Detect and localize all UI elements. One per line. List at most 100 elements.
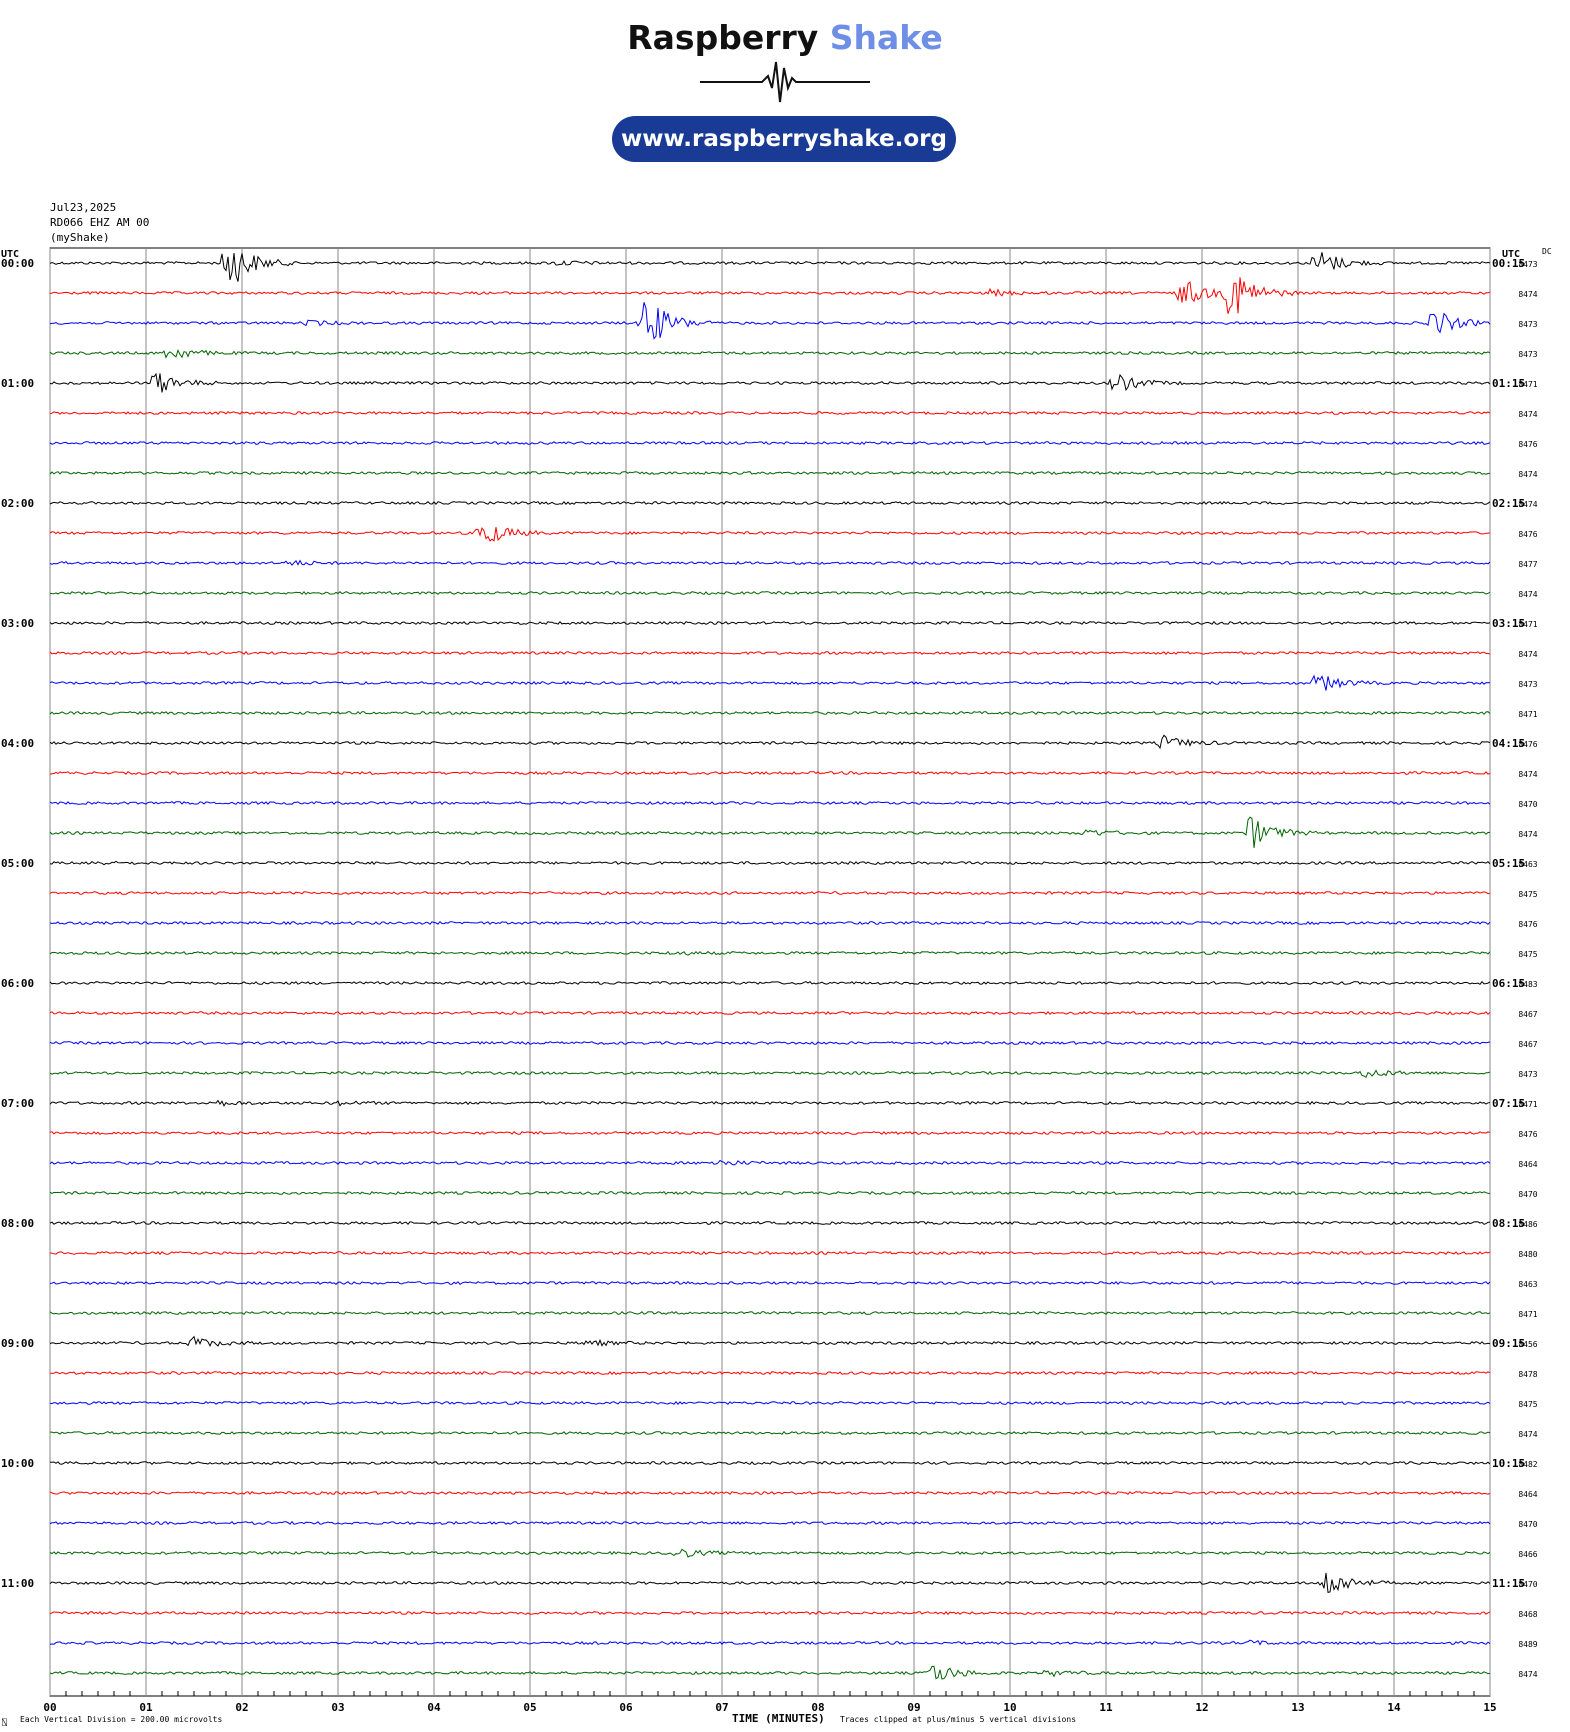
footer-clip-note: Traces clipped at plus/minus 5 vertical …: [840, 1715, 1076, 1724]
dc-offset-label-3: 8473: [1518, 350, 1537, 359]
right-time-label-07:15: 07:15: [1492, 1097, 1525, 1110]
dc-offset-label-42: 8470: [1518, 1520, 1537, 1529]
station-name: (myShake): [50, 231, 110, 244]
trace-row-1: [49, 277, 1491, 314]
trace-row-47: [49, 1665, 1491, 1680]
right-time-label-05:15: 05:15: [1492, 857, 1525, 870]
left-time-label-04:00: 04:00: [1, 737, 34, 750]
dc-offset-label-27: 8473: [1518, 1070, 1537, 1079]
right-time-label-00:15: 00:15: [1492, 257, 1525, 270]
dc-offset-label-14: 8473: [1518, 680, 1537, 689]
dc-offset-label-30: 8464: [1518, 1160, 1537, 1169]
trace-row-10: [49, 559, 1491, 566]
dc-offset-label-10: 8477: [1518, 560, 1537, 569]
trace-row-13: [49, 650, 1491, 656]
website-url-badge[interactable]: www.raspberryshake.org: [612, 116, 956, 162]
dc-offset-label-32: 8486: [1518, 1220, 1537, 1229]
dc-offset-label-20: 8463: [1518, 860, 1537, 869]
dc-offset-label-4: 8471: [1518, 380, 1537, 389]
dc-offset-label-37: 8478: [1518, 1370, 1537, 1379]
dc-offset-label-41: 8464: [1518, 1490, 1537, 1499]
x-tick-label-02: 02: [235, 1701, 248, 1714]
dc-offset-label-25: 8467: [1518, 1010, 1537, 1019]
trace-row-5: [49, 410, 1491, 416]
x-tick-label-00: 00: [43, 1701, 56, 1714]
trace-row-7: [49, 470, 1491, 476]
x-tick-label-09: 09: [907, 1701, 920, 1714]
dc-offset-label-7: 8474: [1518, 470, 1537, 479]
left-time-label-06:00: 06:00: [1, 977, 34, 990]
trace-row-36: [49, 1335, 1491, 1347]
trace-row-45: [49, 1610, 1491, 1616]
trace-row-26: [49, 1040, 1491, 1045]
seismic-wave-icon: [700, 61, 870, 103]
right-time-label-09:15: 09:15: [1492, 1337, 1525, 1350]
trace-row-37: [49, 1370, 1491, 1375]
dc-offset-label-13: 8474: [1518, 650, 1537, 659]
trace-row-3: [49, 349, 1491, 359]
left-time-label-00:00: 00:00: [1, 257, 34, 270]
trace-row-22: [49, 920, 1491, 926]
dc-offset-label-19: 8474: [1518, 830, 1537, 839]
dc-offset-label-21: 8475: [1518, 890, 1537, 899]
dc-offset-label-46: 8489: [1518, 1640, 1537, 1649]
trace-row-2: [49, 302, 1491, 340]
trace-row-32: [49, 1220, 1490, 1226]
trace-row-19: [49, 816, 1491, 848]
trace-row-34: [49, 1281, 1491, 1285]
right-time-label-11:15: 11:15: [1492, 1577, 1525, 1590]
x-tick-label-14: 14: [1387, 1701, 1401, 1714]
logo-word-raspberry: Raspberry: [627, 18, 819, 57]
trace-row-44: [49, 1572, 1491, 1593]
x-tick-label-10: 10: [1003, 1701, 1016, 1714]
dc-offset-label-34: 8463: [1518, 1280, 1537, 1289]
trace-row-17: [49, 770, 1491, 776]
x-tick-label-11: 11: [1099, 1701, 1113, 1714]
dc-offset-label-1: 8474: [1518, 290, 1537, 299]
footer-scale-note: Each Vertical Division = 200.00 microvol…: [20, 1715, 222, 1724]
dc-offset-label-45: 8468: [1518, 1610, 1537, 1619]
left-time-label-08:00: 08:00: [1, 1217, 34, 1230]
dc-offset-label-38: 8475: [1518, 1400, 1537, 1409]
trace-row-24: [49, 980, 1491, 985]
dc-offset-label-43: 8466: [1518, 1550, 1537, 1559]
dc-offset-label-29: 8476: [1518, 1130, 1537, 1139]
left-time-label-11:00: 11:00: [1, 1577, 34, 1590]
dc-offset-label-33: 8480: [1518, 1250, 1537, 1259]
trace-row-30: [49, 1159, 1491, 1166]
dc-offset-label-17: 8474: [1518, 770, 1537, 779]
dc-header: DC: [1542, 247, 1552, 256]
dc-offset-label-22: 8476: [1518, 920, 1537, 929]
right-time-label-06:15: 06:15: [1492, 977, 1525, 990]
dc-offset-label-9: 8476: [1518, 530, 1537, 539]
logo-title: Raspberry Shake: [0, 18, 1570, 57]
left-time-label-07:00: 07:00: [1, 1097, 34, 1110]
dc-offset-label-39: 8474: [1518, 1430, 1537, 1439]
dc-offset-label-18: 8470: [1518, 800, 1537, 809]
trace-row-18: [49, 800, 1491, 806]
trace-row-6: [49, 440, 1491, 446]
dc-offset-label-47: 8474: [1518, 1670, 1537, 1679]
x-tick-label-12: 12: [1195, 1701, 1208, 1714]
trace-row-28: [49, 1099, 1491, 1107]
left-time-label-05:00: 05:00: [1, 857, 34, 870]
dc-offset-label-8: 8474: [1518, 500, 1537, 509]
dc-offset-label-23: 8475: [1518, 950, 1537, 959]
trace-row-15: [49, 710, 1491, 716]
trace-row-8: [49, 500, 1491, 505]
dc-offset-label-15: 8471: [1518, 710, 1537, 719]
dc-offset-label-5: 8474: [1518, 410, 1537, 419]
trace-row-25: [49, 1011, 1491, 1016]
right-time-label-04:15: 04:15: [1492, 737, 1525, 750]
x-tick-label-07: 07: [715, 1701, 728, 1714]
left-time-label-10:00: 10:00: [1, 1457, 34, 1470]
dc-offset-label-0: 8473: [1518, 260, 1537, 269]
dc-offset-label-26: 8467: [1518, 1040, 1537, 1049]
plot-frame: [49, 247, 1491, 1697]
trace-row-38: [49, 1401, 1491, 1406]
x-tick-label-03: 03: [331, 1701, 344, 1714]
trace-row-31: [49, 1190, 1491, 1196]
station-date: Jul23,2025: [50, 201, 117, 214]
x-tick-label-01: 01: [139, 1701, 153, 1714]
